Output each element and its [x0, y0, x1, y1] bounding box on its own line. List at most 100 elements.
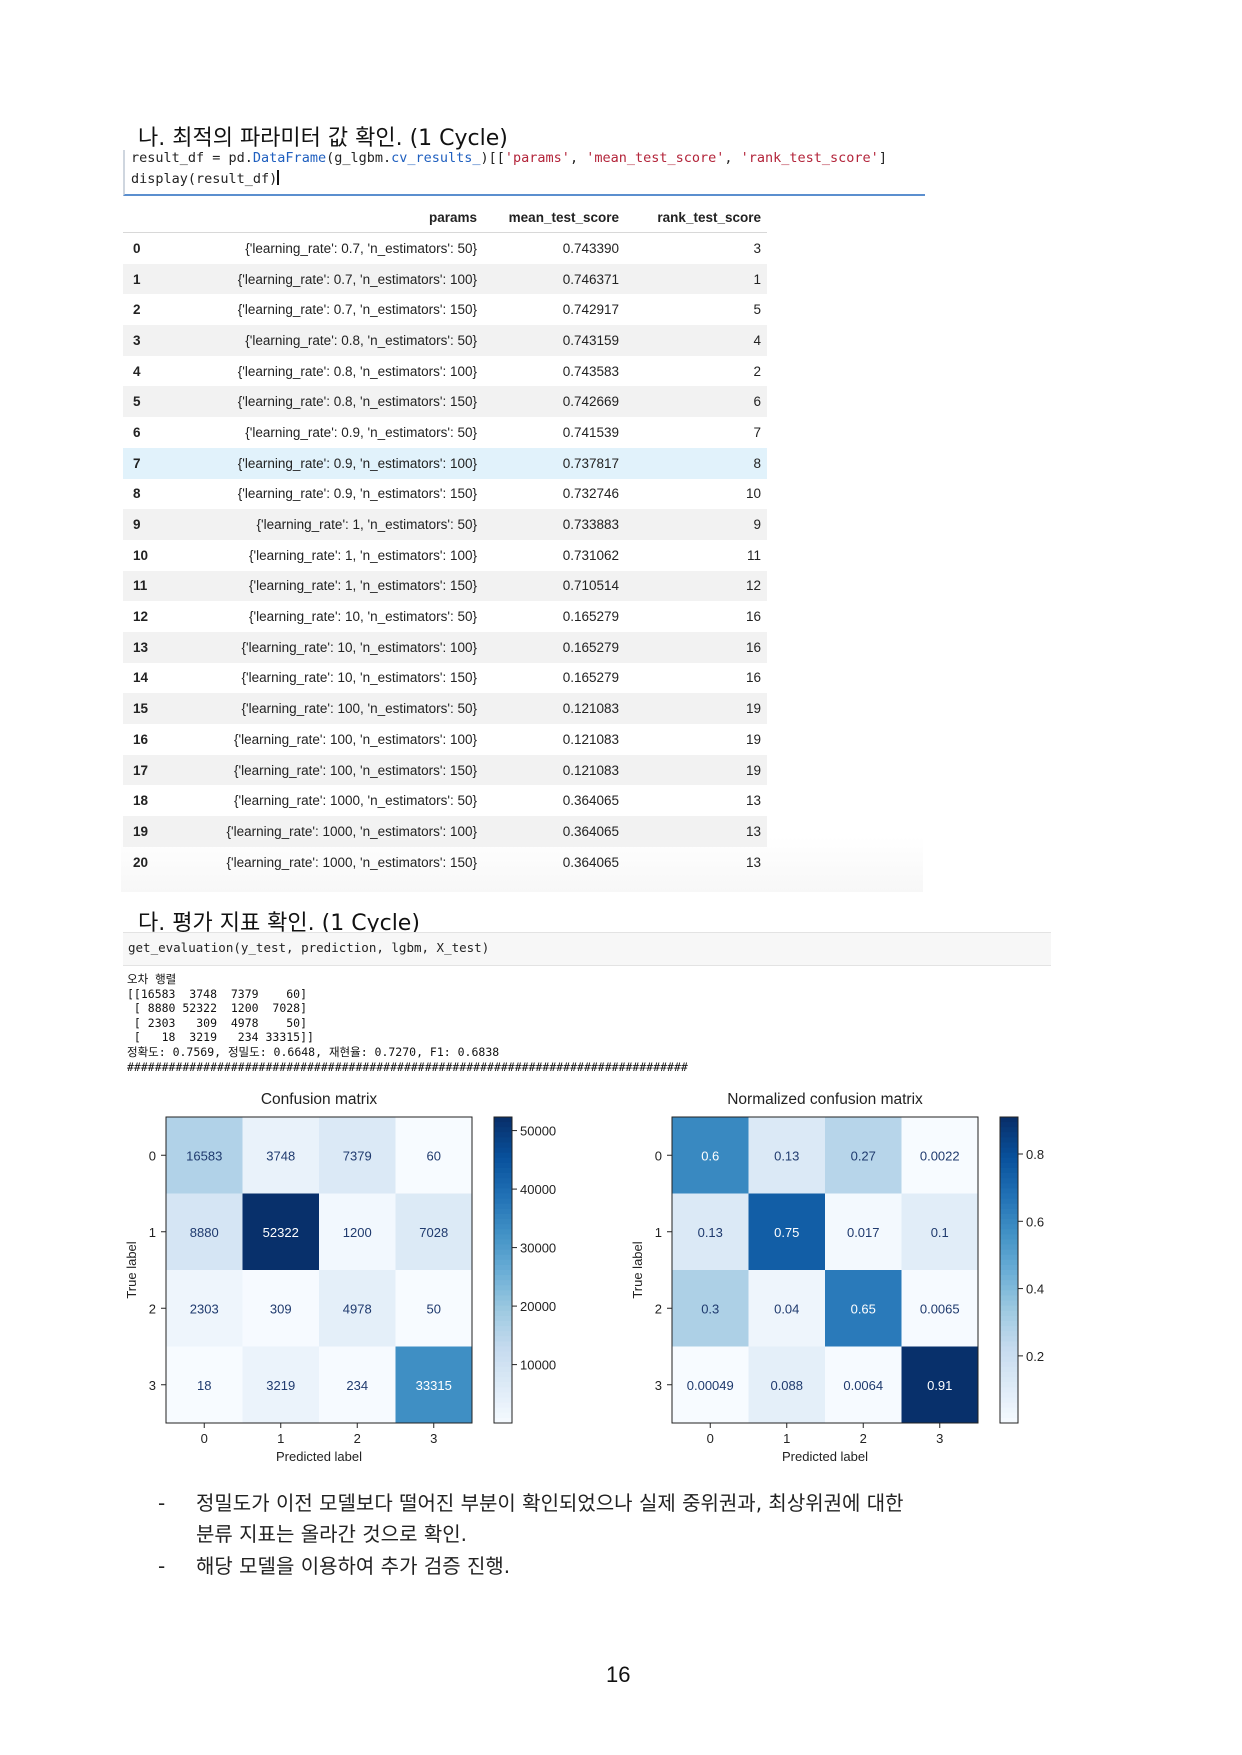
cm1-cell-label: 0.13 [698, 1225, 723, 1240]
cm1-colorbar-segment [1000, 1285, 1018, 1291]
cm0-colorbar-segment [494, 1219, 512, 1225]
cm1-cell [748, 1270, 825, 1347]
cm1-colorbar-segment [1000, 1412, 1018, 1419]
cm1-colorbar-segment [1000, 1310, 1018, 1317]
params-cell: {'learning_rate': 10, 'n_estimators': 10… [171, 631, 483, 663]
cm1-colorbar-segment [1000, 1142, 1018, 1149]
cm1-colorbar-segment [1000, 1213, 1018, 1220]
cm0-colorbar-segment [494, 1168, 512, 1174]
cm1-x-axis-label: Predicted label [782, 1449, 868, 1464]
cm1-colorbar-segment [1000, 1387, 1018, 1393]
cm0-title: Confusion matrix [261, 1091, 378, 1108]
cm0-cell-label: 7028 [419, 1225, 448, 1240]
cm0-cell-label: 3748 [266, 1148, 295, 1163]
cm0-cell-label: 16583 [186, 1148, 222, 1163]
cm0-x-tick-label: 1 [277, 1431, 284, 1446]
cm0-colorbar-segment [494, 1356, 512, 1363]
code-cell-2[interactable] [123, 932, 1051, 966]
cm0-cell-label: 2303 [190, 1301, 219, 1316]
cm1-cell [825, 1270, 902, 1347]
cm0-colorbar-segment [494, 1234, 512, 1240]
cm0-cell [166, 1346, 243, 1423]
cm0-colorbar-segment [494, 1183, 512, 1189]
cm1-colorbar-segment [1000, 1377, 1018, 1383]
cm0-colorbar-segment [494, 1198, 512, 1205]
cm0-cell [319, 1270, 396, 1347]
rank-test-score-cell: 16 [745, 670, 761, 686]
mean-test-score-cell: 0.746371 [483, 263, 625, 295]
cm1-colorbar-segment [1000, 1264, 1018, 1271]
cm1-cell-label: 0.04 [774, 1301, 799, 1316]
table-header-row: params mean_test_score rank_test_score [123, 202, 767, 233]
cm1-cell-label: 0.0064 [843, 1378, 883, 1393]
table-row: 12 {'learning_rate': 10, 'n_estimators': … [123, 601, 767, 632]
cm0-colorbar-segment [494, 1326, 512, 1332]
cm1-colorbar-segment [1000, 1321, 1018, 1327]
params-cell: {'learning_rate': 1000, 'n_estimators': … [226, 854, 477, 870]
cm1-cell-label: 0.088 [770, 1378, 803, 1393]
cm0-cell [166, 1270, 243, 1347]
rank-test-score-cell: 9 [625, 509, 767, 540]
row-index: 8 [133, 486, 141, 502]
cm1-colorbar-tick-label: 0.8 [1026, 1147, 1044, 1162]
cm0-y-tick-label: 1 [149, 1225, 156, 1240]
cm0-cell [242, 1270, 319, 1347]
cm0-cell-label: 3219 [266, 1378, 295, 1393]
row-index: 2 [133, 302, 141, 318]
rank-test-score-cell: 6 [625, 386, 767, 418]
cm0-colorbar-segment [494, 1142, 512, 1149]
cm1-colorbar-segment [1000, 1295, 1018, 1302]
cm1-cell [672, 1193, 749, 1270]
cm1-colorbar-segment [1000, 1244, 1018, 1251]
row-index: 0 [133, 240, 141, 256]
mean-test-score-cell: 0.731062 [562, 547, 619, 563]
cm1-cell [748, 1193, 825, 1270]
table-row: 0 {'learning_rate': 0.7, 'n_estimators': … [123, 233, 767, 264]
cm0-colorbar-segment [494, 1188, 512, 1195]
cm0-colorbar-segment [494, 1213, 512, 1220]
cm0-colorbar-border [493, 1116, 513, 1424]
table-row: 8 {'learning_rate': 0.9, 'n_estimators': … [123, 479, 767, 510]
params-cell: {'learning_rate': 0.7, 'n_estimators': 5… [245, 240, 477, 256]
cm0-cell-label: 52322 [263, 1225, 299, 1240]
params-cell: {'learning_rate': 100, 'n_estimators': 5… [171, 693, 483, 724]
cm1-cell-label: 0.13 [774, 1148, 799, 1163]
cm0-y-tick-label: 3 [149, 1378, 156, 1393]
row-index: 4 [133, 363, 141, 379]
cm0-colorbar-segment [494, 1270, 512, 1276]
row-index: 9 [123, 509, 171, 540]
cm0-cell-label: 1200 [343, 1225, 372, 1240]
cm1-colorbar-segment [1000, 1127, 1018, 1133]
rank-test-score-cell: 10 [745, 486, 761, 502]
code-line-1: result_df = pd.DataFrame(g_lgbm.cv_resul… [131, 150, 887, 166]
table-row: 10 {'learning_rate': 1, 'n_estimators': 1… [123, 540, 767, 571]
cm0-colorbar-segment [494, 1132, 512, 1138]
cm1-colorbar-segment [1000, 1178, 1018, 1184]
cm1-cell [748, 1346, 825, 1423]
rank-test-score-cell: 19 [745, 731, 761, 747]
rank-test-score-cell: 13 [625, 816, 767, 847]
cm1-colorbar-segment [1000, 1290, 1018, 1297]
cm1-colorbar-segment [1000, 1382, 1018, 1388]
rank-test-score-cell: 8 [625, 447, 767, 479]
cm1-cell [901, 1117, 978, 1194]
code-cell-1[interactable] [123, 150, 925, 196]
mean-test-score-cell: 0.743390 [562, 240, 619, 256]
table-row: 2 {'learning_rate': 0.7, 'n_estimators': … [123, 294, 767, 325]
cm0-colorbar-segment [494, 1117, 512, 1123]
cm0-colorbar-segment [494, 1147, 512, 1154]
cm1-title: Normalized confusion matrix [727, 1091, 923, 1108]
params-cell: {'learning_rate': 1, 'n_estimators': 50} [171, 509, 483, 540]
mean-test-score-cell: 0.742669 [483, 386, 625, 418]
table-row: 17 {'learning_rate': 100, 'n_estimators':… [123, 754, 767, 786]
cm0-colorbar-segment [494, 1387, 512, 1393]
cm0-colorbar-segment [494, 1127, 512, 1133]
mean-test-score-cell: 0.737817 [483, 447, 625, 479]
cm1-colorbar-segment [1000, 1132, 1018, 1138]
row-index: 20 [133, 854, 149, 870]
cm0-colorbar-segment [494, 1203, 512, 1210]
row-index: 15 [123, 693, 171, 724]
cm1-colorbar-tick-label: 0.6 [1026, 1214, 1044, 1229]
output-line: 오차 행렬 [127, 972, 177, 986]
cm1-cell-label: 0.6 [701, 1148, 719, 1163]
